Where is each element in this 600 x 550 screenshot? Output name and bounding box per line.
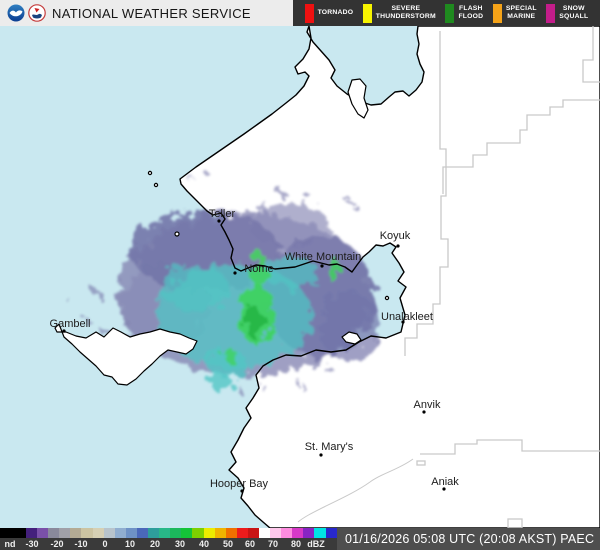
city-marker-dot	[396, 244, 400, 248]
city-label-gambell: Gambell	[50, 318, 91, 330]
colorbar-segment	[26, 528, 38, 538]
legend-item-special-marine: SPECIAL MARINE	[492, 3, 537, 23]
colorbar-segment	[247, 528, 259, 538]
colorbar-tick-0: 0	[102, 539, 108, 549]
colorbar-segment	[159, 528, 171, 538]
legend-item-label: TORNADO	[317, 9, 354, 17]
city-label-st-mary-s: St. Mary's	[305, 441, 354, 453]
legend-item-label: SPECIAL MARINE	[505, 5, 537, 20]
city-marker-dot	[240, 489, 244, 493]
city-label-anvik: Anvik	[414, 399, 441, 411]
colorbar-segment	[303, 528, 315, 538]
legend-item-label: SNOW SQUALL	[559, 5, 589, 20]
stuart-island	[341, 331, 362, 345]
colorbar-segment	[192, 528, 204, 538]
colorbar-segment	[258, 528, 271, 538]
islands-layer	[54, 78, 390, 386]
city-marker-dot	[233, 271, 237, 275]
land-layer	[180, 26, 600, 528]
colorbar-tick-dBZ: dBZ	[307, 539, 325, 549]
legend-item-label: FLASH FLOOD	[458, 5, 484, 20]
colorbar-tick-40: 40	[198, 539, 210, 549]
legend-item-label: SEVERE THUNDERSTORM	[375, 5, 436, 20]
legend-color-chip	[362, 3, 372, 23]
legend-color-chip	[445, 3, 455, 23]
city-marker-dot	[401, 320, 405, 324]
colorbar-tick-60: 60	[244, 539, 256, 549]
colorbar-segment	[81, 528, 93, 538]
legend-item-flash-flood: FLASH FLOOD	[445, 3, 484, 23]
colorbar-tick-50: 50	[222, 539, 234, 549]
st-lawrence-island	[54, 323, 198, 386]
colorbar-segment	[114, 528, 126, 538]
radar-map-canvas[interactable]: Teller Nome White Mountain Koyuk Gambell Unal…	[0, 26, 600, 528]
colorbar-segment	[148, 528, 160, 538]
colorbar-segment	[203, 528, 215, 538]
city-label-hooper-bay: Hooper Bay	[210, 478, 269, 490]
colorbar-tick-30: 30	[174, 539, 186, 549]
colorbar-segment	[125, 528, 137, 538]
colorbar-segment	[170, 528, 182, 538]
colorbar-segment	[281, 528, 293, 538]
colorbar-segment	[292, 528, 304, 538]
legend-item-severe-thunderstorm: SEVERE THUNDERSTORM	[362, 3, 436, 23]
colorbar-segment-nd	[0, 528, 26, 538]
colorbar-segment	[236, 528, 248, 538]
colorbar-segment	[70, 528, 82, 538]
colorbar-tick-10: 10	[124, 539, 136, 549]
city-marker-dot	[217, 219, 221, 223]
page-title: NATIONAL WEATHER SERVICE	[52, 6, 251, 21]
colorbar-segment	[214, 528, 226, 538]
dbz-colorbar	[0, 528, 337, 538]
colorbar-segment	[37, 528, 49, 538]
city-marker-dot	[320, 264, 324, 268]
colorbar-tick--30: -30	[25, 539, 39, 549]
colorbar-segment	[92, 528, 104, 538]
legend-item-snow-squall: SNOW SQUALL	[546, 3, 589, 23]
colorbar-tick-70: 70	[267, 539, 279, 549]
city-labels-layer: Teller Nome White Mountain Koyuk Gambell Unal…	[50, 208, 459, 493]
colorbar-segment	[103, 528, 115, 538]
colorbar-segment	[48, 528, 60, 538]
colorbar-segment	[59, 528, 71, 538]
colorbar-tick--20: -20	[50, 539, 64, 549]
colorbar-tick-nd: nd	[4, 539, 16, 549]
colorbar-segment	[136, 528, 149, 538]
noaa-logo-icon[interactable]	[7, 4, 25, 22]
city-marker-dot	[442, 487, 446, 491]
city-label-nome: Nome	[244, 263, 273, 275]
colorbar-tick--10: -10	[74, 539, 88, 549]
city-label-koyuk: Koyuk	[380, 230, 411, 242]
colorbar-segment	[314, 528, 326, 538]
colorbar-segment	[270, 528, 282, 538]
city-label-teller: Teller	[209, 208, 236, 220]
agency-logos	[7, 4, 46, 22]
zone-boundaries	[297, 26, 600, 528]
island-in-bay	[347, 78, 369, 119]
colorbar-segment	[181, 528, 193, 538]
app-header: NATIONAL WEATHER SERVICE TORNADO SEVERE TH…	[0, 0, 600, 26]
radar-map-svg[interactable]: Teller Nome White Mountain Koyuk Gambell Unal…	[0, 26, 600, 528]
city-label-aniak: Aniak	[431, 476, 459, 488]
reflectivity-scale-bar: nd -30 -20 -10 0 10 20 30 40 50 60 70 80 dBZ 01/16/20…	[0, 528, 600, 550]
city-marker-dot	[319, 453, 323, 457]
colorbar-segment	[325, 528, 337, 538]
colorbar-tick-20: 20	[149, 539, 161, 549]
legend-item-tornado: TORNADO	[304, 3, 354, 23]
warning-legend: TORNADO SEVERE THUNDERSTORM FLASH FLOOD SPECI…	[293, 0, 600, 26]
city-label-white-mountain: White Mountain	[285, 251, 361, 263]
legend-color-chip	[304, 3, 314, 23]
legend-color-chip	[492, 3, 502, 23]
city-label-unalakleet: Unalakleet	[381, 311, 433, 323]
colorbar-segment	[225, 528, 237, 538]
colorbar-tick-80: 80	[290, 539, 302, 549]
timestamp: 01/16/2026 05:08 UTC (20:08 AKST) PAEC	[337, 528, 600, 550]
legend-color-chip	[546, 3, 556, 23]
city-marker-dot	[422, 410, 426, 414]
nws-logo-icon[interactable]	[28, 4, 46, 22]
city-marker-dot	[62, 329, 66, 333]
